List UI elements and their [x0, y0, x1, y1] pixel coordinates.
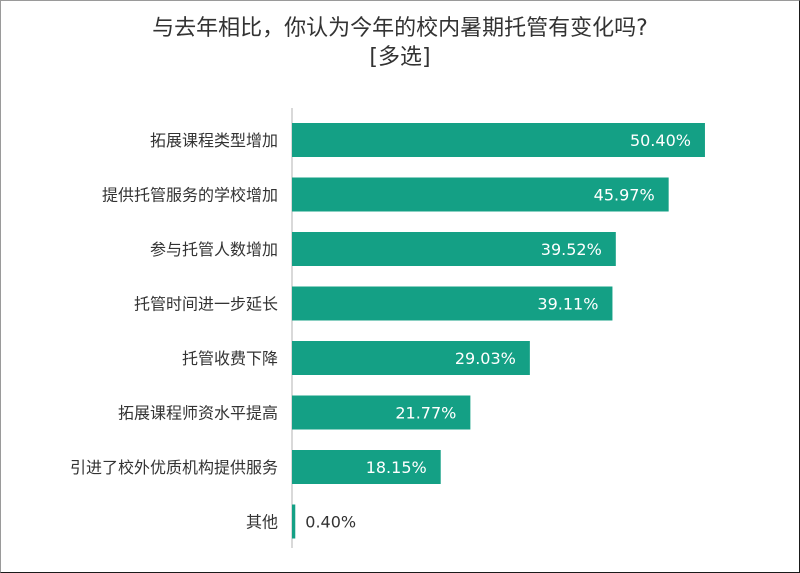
bar	[292, 504, 296, 539]
value-label: 39.52%	[541, 240, 602, 259]
value-label: 29.03%	[455, 349, 516, 368]
value-label: 0.40%	[305, 513, 356, 532]
value-label: 39.11%	[537, 295, 598, 314]
category-label: 拓展课程师资水平提高	[118, 404, 278, 423]
category-label: 托管收费下降	[182, 349, 278, 368]
chart-subtitle: [多选]	[369, 45, 431, 70]
category-label: 其他	[246, 513, 278, 532]
bar	[292, 177, 669, 212]
bars-group	[292, 123, 705, 539]
value-labels-group: 50.40% 45.97% 39.52% 39.11% 29.03% 21.77% 18.1…	[305, 131, 691, 532]
value-label: 18.15%	[366, 458, 427, 477]
bar	[292, 450, 441, 484]
bar	[292, 232, 616, 266]
bar	[292, 341, 530, 375]
chart-title: 与去年相比，你认为今年的校内暑期托管有变化吗?	[152, 16, 648, 41]
bar	[292, 123, 705, 157]
value-label: 21.77%	[395, 404, 456, 423]
chart-title-block: 与去年相比，你认为今年的校内暑期托管有变化吗? [多选]	[0, 14, 800, 72]
category-label: 引进了校外优质机构提供服务	[70, 458, 278, 477]
category-label: 参与托管人数增加	[150, 240, 278, 259]
category-label: 提供托管服务的学校增加	[102, 186, 278, 205]
bar	[292, 286, 613, 321]
value-label: 45.97%	[594, 186, 655, 205]
bar	[292, 395, 471, 430]
value-label: 50.40%	[630, 131, 691, 150]
category-labels-group: 拓展课程类型增加提供托管服务的学校增加参与托管人数增加托管时间进一步延长托管收费…	[70, 131, 278, 532]
category-label: 拓展课程类型增加	[150, 131, 278, 150]
category-label: 托管时间进一步延长	[134, 295, 278, 314]
